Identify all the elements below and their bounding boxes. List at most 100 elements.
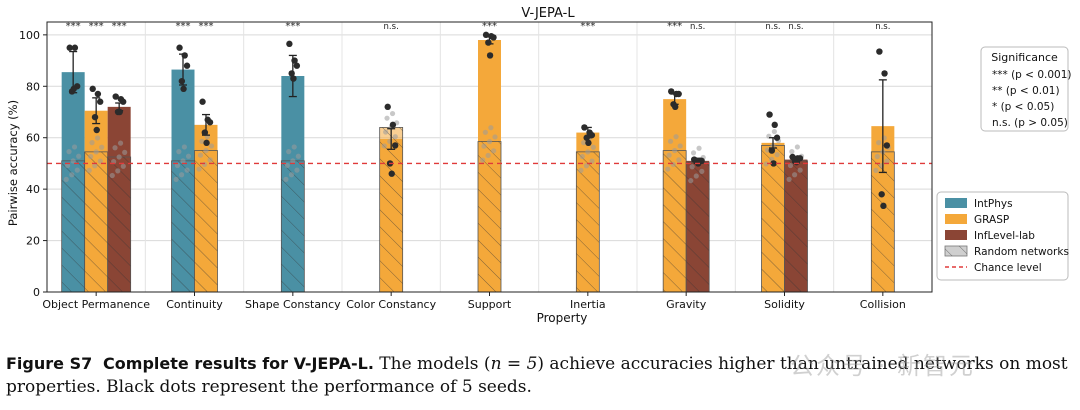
random-seed-dot bbox=[481, 143, 487, 149]
chart: V-JEPA-L *** *** *** *** *** *** n.s. *** *** ***… bbox=[6, 6, 1071, 325]
random-bar-hatch bbox=[761, 145, 785, 292]
x-tick-label: Support bbox=[468, 298, 512, 311]
random-seed-dot bbox=[392, 134, 398, 140]
random-seed-dot bbox=[122, 149, 128, 155]
random-seed-dot bbox=[295, 153, 301, 159]
seed-dot bbox=[178, 77, 186, 85]
x-tick-label: Inertia bbox=[570, 298, 606, 311]
y-axis-label: Pairwise accuracy (%) bbox=[6, 100, 20, 226]
legend-swatch-intphys bbox=[945, 198, 967, 208]
significance-label: *** bbox=[482, 21, 497, 32]
x-tick-label: Solidity bbox=[764, 298, 805, 311]
random-seed-dot bbox=[689, 164, 695, 170]
seed-dot bbox=[91, 113, 99, 121]
random-seed-dot bbox=[185, 153, 192, 159]
legend-label-chance: Chance level bbox=[974, 262, 1042, 274]
random-seed-dot bbox=[672, 147, 678, 154]
random-seed-dot bbox=[291, 144, 297, 150]
random-bar-hatch bbox=[686, 162, 710, 292]
random-seed-dot bbox=[673, 134, 679, 140]
random-seed-dot bbox=[699, 168, 705, 174]
random-seed-dot bbox=[284, 162, 290, 169]
random-seed-dot bbox=[874, 153, 880, 160]
random-seed-dot bbox=[283, 176, 289, 182]
random-seed-dot bbox=[491, 148, 497, 154]
seed-dot bbox=[876, 48, 883, 55]
seed-dot bbox=[286, 40, 293, 48]
random-seed-dot bbox=[176, 149, 182, 155]
seed-dot bbox=[880, 202, 887, 210]
random-bar-hatch bbox=[194, 150, 218, 292]
significance-legend-item: *** (p < 0.001) bbox=[992, 69, 1071, 81]
random-seed-dot bbox=[763, 161, 769, 167]
random-seed-dot bbox=[884, 158, 890, 164]
random-seed-dot bbox=[109, 172, 115, 179]
y-tick-label: 60 bbox=[26, 132, 40, 145]
random-seed-dot bbox=[482, 129, 488, 135]
seed-dot bbox=[66, 44, 73, 51]
random-seed-dot bbox=[384, 115, 390, 121]
significance-label: *** bbox=[112, 21, 127, 32]
legend-swatch-random-hatch bbox=[945, 246, 967, 256]
bars-layer bbox=[61, 40, 895, 293]
random-seed-dot bbox=[667, 138, 674, 144]
random-seed-dot bbox=[92, 163, 98, 169]
random-seed-dot bbox=[99, 144, 105, 150]
random-seed-dot bbox=[480, 157, 486, 163]
seed-dot bbox=[293, 62, 301, 69]
seed-dot bbox=[588, 131, 596, 139]
series-legend: IntPhys GRASP InfLevel-lab Random networ… bbox=[936, 191, 1069, 281]
caption-text-2: ) achieve accuracies higher than untrain… bbox=[6, 354, 1068, 397]
random-seed-dot bbox=[789, 149, 795, 155]
seed-dot bbox=[116, 108, 123, 116]
seed-dot bbox=[672, 103, 679, 111]
seed-dot bbox=[883, 142, 891, 149]
seed-dot bbox=[96, 98, 104, 105]
significance-label: *** bbox=[199, 21, 214, 32]
significance-legend: Significance *** (p < 0.001) ** (p < 0.0… bbox=[980, 46, 1071, 132]
legend-label-inflevel: InfLevel-lab bbox=[974, 230, 1035, 242]
random-seed-dot bbox=[174, 162, 181, 169]
seed-dot bbox=[94, 90, 102, 98]
random-seed-dot bbox=[583, 163, 590, 169]
significance-label: *** bbox=[89, 21, 104, 32]
random-seed-dot bbox=[676, 157, 682, 163]
random-seed-dot bbox=[181, 144, 187, 150]
random-bar-hatch bbox=[379, 127, 403, 292]
random-seed-dot bbox=[115, 168, 121, 174]
seed-dot bbox=[206, 119, 214, 126]
significance-legend-item: ** (p < 0.01) bbox=[992, 85, 1060, 97]
significance-label: *** bbox=[176, 21, 191, 32]
significance-label: n.s. bbox=[690, 22, 705, 32]
random-seed-dot bbox=[585, 149, 591, 155]
random-bar-hatch bbox=[576, 151, 600, 292]
caption-n-expr: n = 5 bbox=[490, 354, 538, 374]
random-seed-dot bbox=[203, 147, 209, 154]
random-seed-dot bbox=[89, 140, 95, 146]
random-seed-dot bbox=[286, 149, 292, 155]
seed-dot bbox=[388, 170, 395, 177]
seed-dot bbox=[482, 31, 490, 39]
random-seed-dot bbox=[65, 162, 71, 169]
random-bar-hatch bbox=[663, 150, 687, 292]
seed-dot bbox=[183, 62, 191, 69]
seed-dot bbox=[770, 160, 777, 167]
y-tick-label: 0 bbox=[33, 286, 40, 299]
significance-label: *** bbox=[66, 21, 81, 32]
random-seed-dot bbox=[93, 149, 99, 155]
legend-swatch-inflevel bbox=[945, 230, 967, 240]
y-tick-label: 40 bbox=[26, 183, 40, 196]
random-seed-dot bbox=[690, 150, 697, 156]
random-seed-dot bbox=[69, 172, 75, 178]
random-seed-dot bbox=[771, 128, 777, 135]
seed-dot bbox=[384, 103, 391, 111]
random-seed-dot bbox=[792, 172, 798, 178]
random-seed-dot bbox=[381, 143, 387, 149]
significance-label: n.s. bbox=[875, 22, 890, 32]
random-seed-dot bbox=[173, 176, 179, 182]
x-tick-label: Gravity bbox=[666, 298, 707, 311]
random-bar-hatch bbox=[61, 160, 85, 292]
x-tick-label: Shape Constancy bbox=[245, 298, 341, 311]
random-seed-dot bbox=[488, 125, 494, 131]
random-seed-dot bbox=[117, 140, 124, 146]
